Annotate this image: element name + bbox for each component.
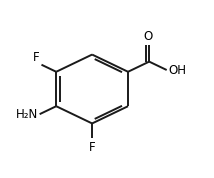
Text: OH: OH <box>168 64 186 77</box>
Text: F: F <box>89 141 95 154</box>
Text: F: F <box>33 51 40 64</box>
Text: H₂N: H₂N <box>16 108 38 121</box>
Text: O: O <box>143 30 152 43</box>
